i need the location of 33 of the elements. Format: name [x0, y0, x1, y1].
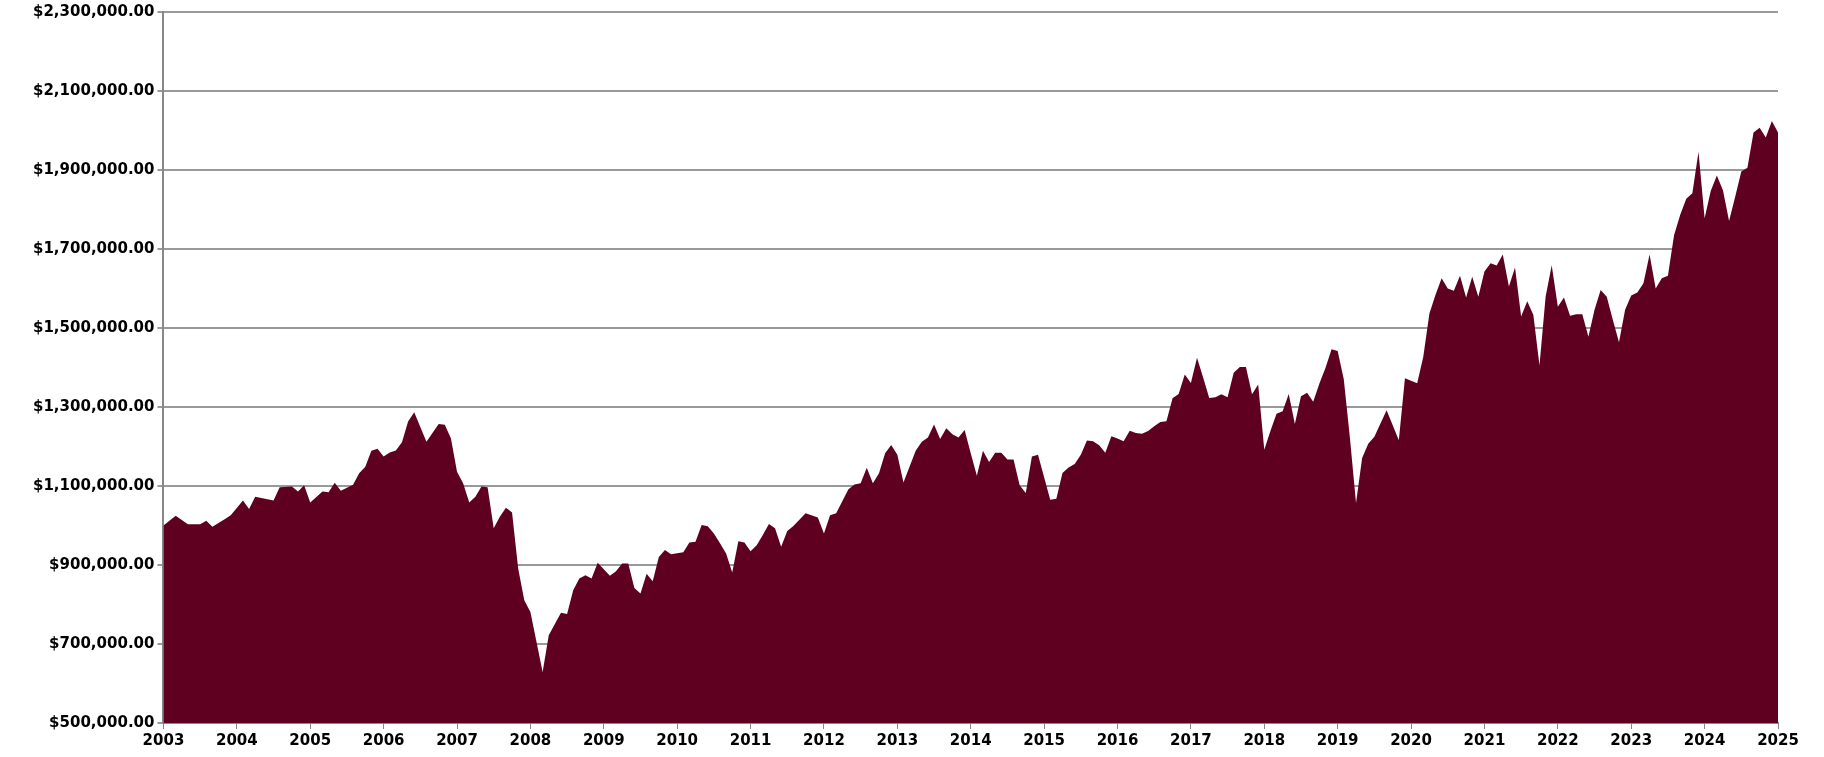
x-tick-label: 2025 [1757, 730, 1799, 749]
x-tick-label: 2004 [215, 730, 258, 749]
y-tick-label: $1,700,000.00 [33, 238, 155, 257]
x-tick-label: 2022 [1536, 730, 1579, 749]
y-tick-label: $1,900,000.00 [33, 159, 155, 178]
x-tick-label: 2020 [1390, 730, 1432, 749]
x-tick-label: 2017 [1170, 730, 1212, 749]
x-tick-label: 2018 [1243, 730, 1286, 749]
y-tick-label: $2,300,000.00 [33, 1, 155, 20]
y-tick-label: $2,100,000.00 [33, 80, 155, 99]
x-tick-label: 2005 [289, 730, 332, 749]
x-tick-label: 2010 [656, 730, 699, 749]
x-tick-label: 2008 [509, 730, 552, 749]
x-tick-label: 2012 [803, 730, 845, 749]
y-tick-label: $1,300,000.00 [33, 396, 155, 415]
x-tick-label: 2021 [1463, 730, 1506, 749]
y-tick-label: $1,100,000.00 [33, 475, 155, 494]
x-tick-label: 2013 [876, 730, 919, 749]
y-tick-label: $700,000.00 [49, 633, 155, 652]
y-tick-label: $1,500,000.00 [33, 317, 155, 336]
x-tick-label: 2014 [949, 730, 992, 749]
x-tick-label: 2011 [729, 730, 772, 749]
x-tick-label: 2003 [142, 730, 185, 749]
y-tick-label: $900,000.00 [49, 554, 155, 573]
x-tick-label: 2015 [1023, 730, 1065, 749]
x-tick-label: 2024 [1683, 730, 1726, 749]
x-tick-label: 2006 [362, 730, 405, 749]
x-tick-label: 2007 [436, 730, 478, 749]
x-tick-label: 2009 [582, 730, 625, 749]
y-tick-label: $500,000.00 [49, 712, 155, 731]
x-tick-label: 2023 [1610, 730, 1653, 749]
x-tick-label: 2019 [1316, 730, 1359, 749]
x-tick-label: 2016 [1096, 730, 1139, 749]
